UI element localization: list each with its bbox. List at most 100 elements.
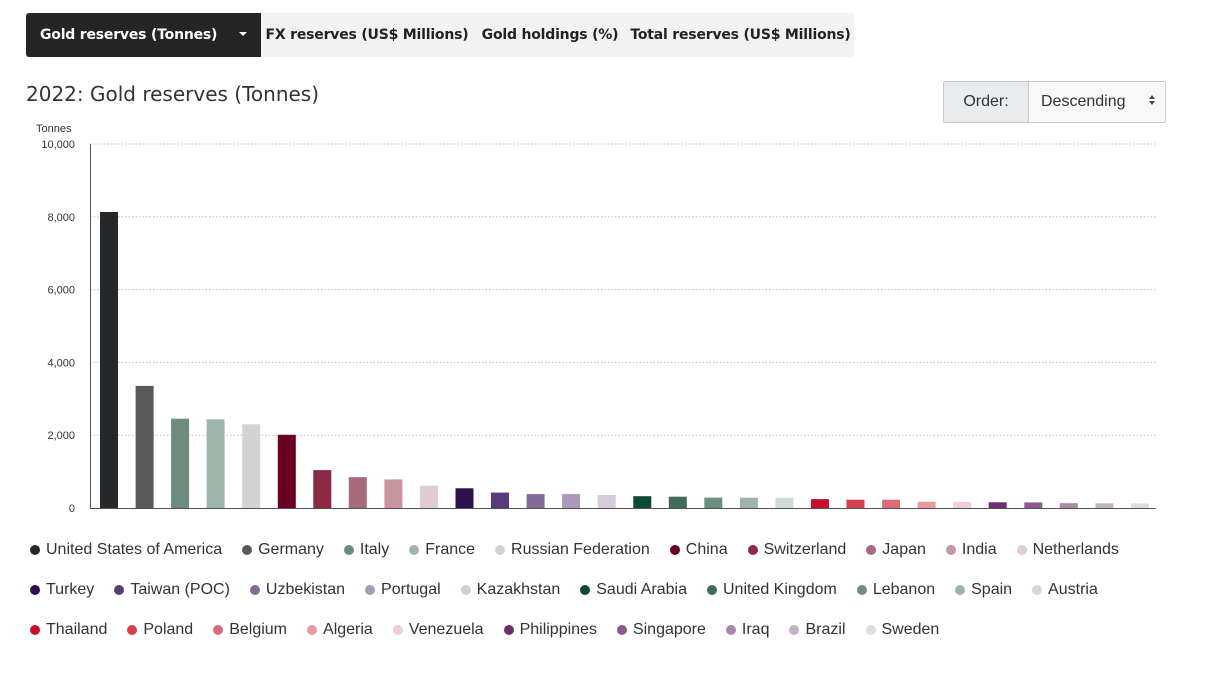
legend-item[interactable]: Belgium	[213, 610, 287, 650]
legend-swatch	[616, 625, 627, 635]
legend-label: Poland	[143, 621, 194, 638]
legend-item[interactable]: Sweden	[865, 610, 940, 650]
legend-item[interactable]: Spain	[955, 570, 1012, 610]
y-tick-label: 6,000	[47, 285, 75, 297]
bar	[1130, 503, 1149, 508]
legend-item[interactable]: Netherlands	[1016, 530, 1119, 570]
legend-item[interactable]: Taiwan (POC)	[114, 570, 230, 610]
legend-label: Sweden	[881, 621, 940, 638]
legend-label: Taiwan (POC)	[130, 581, 230, 598]
legend-swatch	[945, 545, 956, 555]
order-control: Order: Descending	[943, 81, 1166, 123]
legend-swatch	[249, 585, 260, 595]
order-select[interactable]: Descending	[1029, 82, 1165, 122]
sort-arrows-icon	[1149, 95, 1155, 105]
legend-item[interactable]: Austria	[1032, 570, 1098, 610]
legend-label: Kazakhstan	[476, 581, 561, 598]
legend-label: Saudi Arabia	[596, 581, 687, 598]
legend-item[interactable]: India	[945, 530, 997, 570]
legend-swatch	[856, 585, 867, 595]
legend-swatch	[343, 545, 354, 555]
legend-swatch	[365, 585, 376, 595]
legend-item[interactable]: Venezuela	[392, 610, 484, 650]
legend-item[interactable]: Portugal	[365, 570, 441, 610]
legend-swatch	[1032, 585, 1043, 595]
bar	[419, 485, 438, 508]
legend-item[interactable]: Singapore	[616, 610, 706, 650]
legend-swatch	[1016, 545, 1027, 555]
legend-label: Lebanon	[872, 581, 936, 598]
y-tick-label: 0	[69, 503, 75, 515]
bar	[597, 495, 616, 508]
legend-label: Switzerland	[763, 541, 847, 558]
legend-item[interactable]: Algeria	[307, 610, 373, 650]
tab-label: Total reserves (US$ Millions)	[630, 27, 851, 43]
legend-swatch	[669, 545, 680, 555]
legend-label: Netherlands	[1032, 541, 1119, 558]
legend-item[interactable]: Turkey	[30, 570, 94, 610]
tab-label: FX reserves (US$ Millions)	[265, 27, 469, 43]
legend-label: Russian Federation	[511, 541, 650, 558]
bar	[775, 497, 794, 508]
reserve-type-tabs: Gold reserves (Tonnes) FX reserves (US$ …	[26, 13, 854, 57]
legend-item[interactable]: Japan	[866, 530, 926, 570]
bar-chart: Tonnes 0 2,000 4,000 6,000 8,000 10,000	[36, 123, 1156, 515]
tab-fx-reserves[interactable]: FX reserves (US$ Millions)	[261, 13, 473, 57]
legend-item[interactable]: United Kingdom	[706, 570, 837, 610]
order-value: Descending	[1041, 93, 1126, 110]
bar	[917, 501, 936, 508]
legend-item[interactable]: Switzerland	[747, 530, 847, 570]
legend-item[interactable]: Germany	[242, 530, 324, 570]
legend-label: France	[425, 541, 476, 558]
bar	[455, 488, 474, 508]
bar	[988, 502, 1007, 508]
legend-label: Italy	[359, 541, 390, 558]
legend-item[interactable]: United States of America	[30, 530, 222, 570]
chart-title: 2022: Gold reserves (Tonnes)	[26, 82, 320, 106]
bar	[668, 496, 687, 508]
legend-label: Portugal	[381, 581, 441, 598]
tab-gold-holdings[interactable]: Gold holdings (%)	[473, 13, 627, 57]
legend-item[interactable]: Lebanon	[856, 570, 936, 610]
legend-item[interactable]: Thailand	[30, 610, 107, 650]
legend-swatch	[409, 545, 420, 555]
legend-item[interactable]: Philippines	[503, 610, 597, 650]
legend-label: Iraq	[741, 621, 770, 638]
legend-label: Turkey	[46, 581, 95, 598]
legend-item[interactable]: Italy	[343, 530, 390, 570]
bar	[491, 492, 509, 508]
legend-item[interactable]: Brazil	[789, 610, 846, 650]
y-tick-label: 8,000	[47, 212, 75, 224]
legend-label: Brazil	[805, 621, 846, 638]
chart-legend: United States of America Germany Italy Fran…	[30, 530, 1180, 650]
legend-item[interactable]: China	[669, 530, 728, 570]
bar	[277, 434, 296, 508]
legend-item[interactable]: Iraq	[725, 610, 770, 650]
legend-label: Philippines	[519, 621, 597, 638]
bar	[633, 496, 652, 508]
bar	[704, 497, 723, 508]
legend-label: China	[685, 541, 728, 558]
legend-item[interactable]: France	[409, 530, 475, 570]
tab-label: Gold holdings (%)	[481, 27, 619, 43]
legend-item[interactable]: Russian Federation	[495, 530, 650, 570]
legend-item[interactable]: Saudi Arabia	[580, 570, 687, 610]
legend-item[interactable]: Kazakhstan	[460, 570, 561, 610]
legend-swatch	[866, 545, 877, 555]
legend-item[interactable]: Uzbekistan	[249, 570, 345, 610]
y-tick-label: 4,000	[47, 357, 75, 369]
legend-swatch	[706, 585, 717, 595]
legend-swatch	[307, 625, 318, 635]
bar	[846, 499, 865, 508]
legend-label: Spain	[971, 581, 1013, 598]
legend-swatch	[725, 625, 736, 635]
legend-item[interactable]: Poland	[127, 610, 193, 650]
legend-swatch	[580, 585, 591, 595]
legend-swatch	[127, 625, 138, 635]
legend-label: Singapore	[632, 621, 706, 638]
bar	[384, 479, 403, 508]
tab-gold-reserves[interactable]: Gold reserves (Tonnes)	[26, 13, 261, 57]
legend-label: Austria	[1048, 581, 1098, 598]
tab-total-reserves[interactable]: Total reserves (US$ Millions)	[627, 13, 854, 57]
bar	[1059, 503, 1078, 508]
